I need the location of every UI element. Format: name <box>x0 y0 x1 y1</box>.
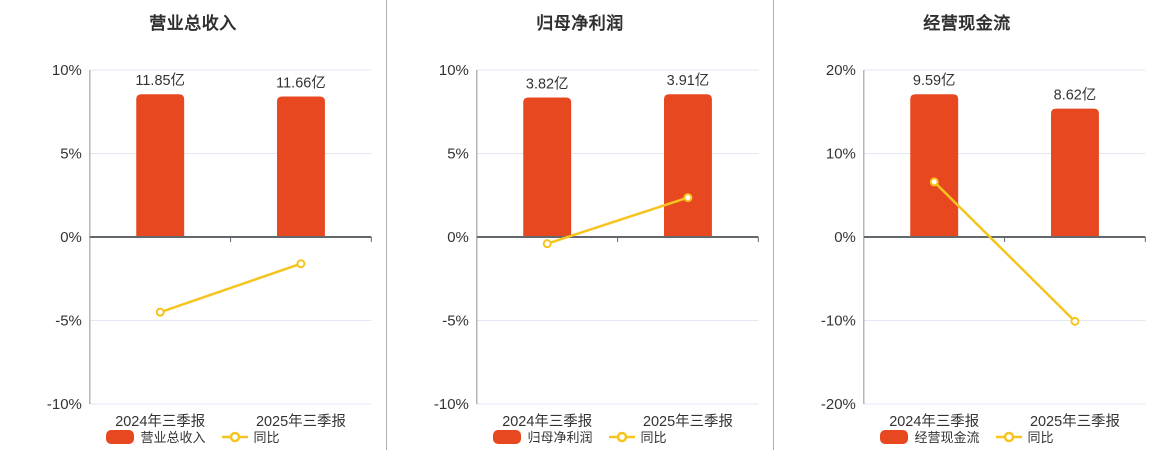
legend-label-cashflow-yoy: 同比 <box>1027 430 1054 445</box>
legend-label-revenue-yoy: 同比 <box>253 430 280 445</box>
svg-text:-10%: -10% <box>821 312 856 329</box>
svg-text:10%: 10% <box>826 145 856 162</box>
legend-item-revenue-yoy[interactable]: 同比 <box>221 427 280 446</box>
bar-series-swatch-icon <box>106 429 135 444</box>
revenue-chart: 10% 5% 0% -5% -10% 11.85亿 11.66亿 2024年三季报 2025年三… <box>47 62 372 430</box>
panel-revenue: 营业总收入 10% 5% 0% -5% -10% 11.85亿 11.66亿 2024年三季报… <box>0 0 386 450</box>
line-series-marker-icon <box>221 431 248 443</box>
legend-revenue: 营业总收入 同比 <box>0 427 386 446</box>
bar-series-swatch-icon <box>493 429 522 444</box>
legend-label-cashflow: 经营现金流 <box>914 430 980 445</box>
svg-text:2025年三季报: 2025年三季报 <box>1030 413 1120 430</box>
svg-text:-5%: -5% <box>55 312 82 329</box>
svg-text:0%: 0% <box>60 229 82 246</box>
svg-text:-10%: -10% <box>47 396 82 413</box>
chart-title-net-profit: 归母净利润 <box>536 14 624 33</box>
legend-label-net-profit: 归母净利润 <box>527 430 593 445</box>
svg-text:2025年三季报: 2025年三季报 <box>256 413 346 430</box>
bar-series-swatch-icon <box>880 429 909 444</box>
line-series-marker-icon <box>995 431 1022 443</box>
legend-cashflow: 经营现金流 同比 <box>774 427 1160 446</box>
legend-item-cashflow-yoy[interactable]: 同比 <box>995 427 1054 446</box>
chart-title-revenue: 营业总收入 <box>149 14 237 33</box>
svg-text:10%: 10% <box>439 62 469 79</box>
net-profit-chart: 10% 5% 0% -5% -10% 3.82亿 3.91亿 2024年三季报 2025年三季报 <box>434 62 759 430</box>
line-series-marker-icon <box>608 431 635 443</box>
svg-text:2024年三季报: 2024年三季报 <box>115 413 205 430</box>
svg-text:-20%: -20% <box>821 396 856 413</box>
svg-text:8.62亿: 8.62亿 <box>1054 87 1097 104</box>
svg-text:0%: 0% <box>834 229 856 246</box>
cashflow-chart: 20% 10% 0% -10% -20% 9.59亿 8.62亿 2024年三季报 2025年三… <box>821 62 1146 430</box>
svg-text:20%: 20% <box>826 62 856 79</box>
svg-text:5%: 5% <box>447 145 469 162</box>
svg-text:3.91亿: 3.91亿 <box>667 72 710 89</box>
svg-text:5%: 5% <box>60 145 82 162</box>
panel-cashflow: 经营现金流 20% 10% 0% -10% -20% 9.59亿 8.62亿 2024年三季报… <box>773 0 1160 450</box>
svg-text:3.82亿: 3.82亿 <box>526 75 569 92</box>
legend-item-net-profit-bar[interactable]: 归母净利润 <box>493 427 593 446</box>
legend-label-revenue: 营业总收入 <box>140 430 206 445</box>
svg-text:11.66亿: 11.66亿 <box>276 74 326 91</box>
svg-text:0%: 0% <box>447 229 469 246</box>
legend-item-cashflow-bar[interactable]: 经营现金流 <box>880 427 980 446</box>
legend-item-net-profit-yoy[interactable]: 同比 <box>608 427 667 446</box>
legend-net-profit: 归母净利润 同比 <box>387 427 773 446</box>
svg-text:9.59亿: 9.59亿 <box>913 72 956 89</box>
svg-text:-10%: -10% <box>434 396 469 413</box>
svg-text:10%: 10% <box>52 62 82 79</box>
svg-text:2024年三季报: 2024年三季报 <box>889 413 979 430</box>
panel-net-profit: 归母净利润 10% 5% 0% -5% -10% 3.82亿 3.91亿 2024年三季报 20… <box>386 0 773 450</box>
svg-text:2025年三季报: 2025年三季报 <box>643 413 733 430</box>
legend-label-net-profit-yoy: 同比 <box>640 430 667 445</box>
svg-text:11.85亿: 11.85亿 <box>135 72 185 89</box>
chart-title-cashflow: 经营现金流 <box>923 14 1011 33</box>
legend-item-revenue-bar[interactable]: 营业总收入 <box>106 427 206 446</box>
svg-text:2024年三季报: 2024年三季报 <box>502 413 592 430</box>
svg-text:-5%: -5% <box>442 312 469 329</box>
